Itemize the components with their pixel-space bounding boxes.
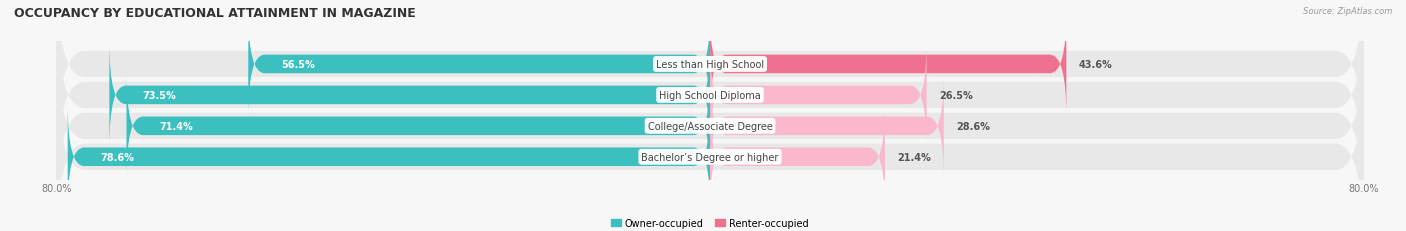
FancyBboxPatch shape (56, 32, 1364, 221)
Text: Source: ZipAtlas.com: Source: ZipAtlas.com (1302, 7, 1392, 16)
Text: 71.4%: 71.4% (159, 121, 193, 131)
FancyBboxPatch shape (710, 12, 1066, 117)
Text: 21.4%: 21.4% (897, 152, 931, 162)
Text: OCCUPANCY BY EDUCATIONAL ATTAINMENT IN MAGAZINE: OCCUPANCY BY EDUCATIONAL ATTAINMENT IN M… (14, 7, 416, 20)
FancyBboxPatch shape (67, 105, 710, 210)
Text: Bachelor’s Degree or higher: Bachelor’s Degree or higher (641, 152, 779, 162)
Text: High School Diploma: High School Diploma (659, 91, 761, 100)
FancyBboxPatch shape (110, 43, 710, 148)
FancyBboxPatch shape (249, 12, 710, 117)
Text: Less than High School: Less than High School (657, 60, 763, 70)
FancyBboxPatch shape (56, 62, 1364, 231)
Text: 26.5%: 26.5% (939, 91, 973, 100)
FancyBboxPatch shape (710, 105, 884, 210)
Text: 78.6%: 78.6% (100, 152, 134, 162)
FancyBboxPatch shape (710, 74, 943, 179)
Text: 43.6%: 43.6% (1078, 60, 1112, 70)
FancyBboxPatch shape (56, 0, 1364, 159)
FancyBboxPatch shape (710, 43, 927, 148)
Text: 73.5%: 73.5% (142, 91, 176, 100)
Text: College/Associate Degree: College/Associate Degree (648, 121, 772, 131)
Text: 28.6%: 28.6% (956, 121, 990, 131)
FancyBboxPatch shape (56, 1, 1364, 190)
Text: 56.5%: 56.5% (281, 60, 315, 70)
FancyBboxPatch shape (127, 74, 710, 179)
Legend: Owner-occupied, Renter-occupied: Owner-occupied, Renter-occupied (612, 218, 808, 228)
